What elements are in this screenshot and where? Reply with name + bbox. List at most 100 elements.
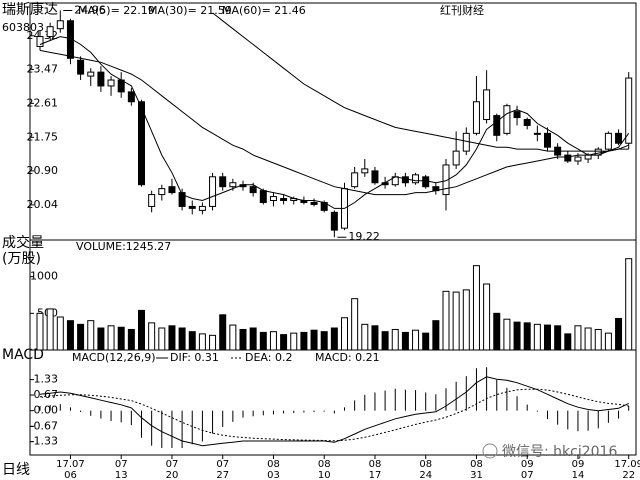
volume-bar: [188, 331, 196, 351]
volume-bar: [36, 312, 44, 351]
volume-unit: (万股): [2, 251, 41, 267]
candle-body: [280, 198, 288, 201]
x-tick-label: 08: [369, 459, 382, 470]
x-tick-label: 07: [521, 470, 534, 480]
x-tick-label: 07: [115, 459, 128, 470]
x-tick-label: 10: [318, 470, 331, 480]
x-tick-label: 07: [216, 459, 229, 470]
volume-bar: [209, 334, 217, 351]
y-tick-label: 0.67: [34, 388, 59, 401]
candle-body: [77, 59, 85, 75]
volume-bar: [422, 332, 430, 351]
candle-body: [625, 77, 633, 144]
candle-body: [330, 211, 338, 231]
candle-body: [127, 91, 135, 103]
volume-title: 成交量: [2, 234, 44, 251]
candle-body: [412, 174, 420, 184]
volume-bar: [239, 328, 247, 351]
x-tick-label: 20: [166, 470, 179, 480]
candle-body: [533, 132, 541, 135]
candle-body: [493, 115, 501, 136]
x-tick-label: 17.09: [614, 459, 640, 470]
candle-body: [615, 132, 623, 144]
candle-body: [503, 105, 511, 134]
ma-line: [39, 49, 629, 196]
ma-line: [212, 12, 629, 152]
volume-bar: [229, 324, 237, 351]
legend-entry: MACD: 0.21: [315, 351, 380, 364]
volume-bar: [544, 324, 551, 351]
volume-bar: [310, 329, 318, 351]
y-tick-label: 22.61: [27, 96, 59, 109]
candle-body: [188, 205, 196, 209]
x-tick-label: 31: [470, 470, 483, 480]
x-tick-label: 24: [419, 470, 432, 480]
candle-body: [564, 154, 572, 162]
stock-code: 603803: [2, 21, 44, 34]
volume-bar: [361, 323, 369, 351]
y-tick-label: 20.90: [27, 164, 59, 177]
volume-bar: [574, 325, 582, 351]
candle-body: [178, 192, 186, 207]
source: 红刊财经: [440, 3, 484, 17]
dif-line: [39, 376, 629, 447]
volume-bar: [351, 298, 359, 351]
x-tick-label: 17.07: [56, 459, 85, 470]
candle-body: [544, 132, 551, 148]
volume-bar: [280, 334, 288, 351]
volume-bar: [533, 323, 541, 351]
volume-bar: [401, 331, 409, 351]
volume-bar: [381, 331, 389, 351]
candle-body: [422, 176, 430, 188]
volume-bar: [584, 327, 592, 351]
x-tick-label: 08: [318, 459, 331, 470]
x-tick-label: 22: [622, 470, 635, 480]
volume-bar: [472, 265, 480, 351]
candle-body: [401, 176, 409, 184]
y-tick-label: 1.33: [34, 373, 59, 386]
candle-body: [198, 205, 206, 211]
candle-body: [97, 71, 105, 87]
x-tick-label: 03: [267, 470, 280, 480]
annotation-label: 19.22: [348, 230, 380, 243]
candle-body: [56, 20, 64, 30]
y-tick-label: 20.04: [27, 198, 59, 211]
volume-bar: [594, 328, 602, 351]
volume-bar: [523, 322, 531, 351]
candle-body: [259, 190, 267, 203]
volume-bar: [107, 325, 115, 351]
annotation-label: 24.96: [74, 4, 106, 17]
legend-entry: MA(60)= 21.46: [222, 4, 306, 17]
y-tick-label: 1000: [30, 270, 58, 283]
volume-bar: [452, 291, 460, 351]
volume-bar: [290, 332, 298, 351]
x-tick-label: 08: [470, 459, 483, 470]
legend-entry: DIF: 0.31: [170, 351, 219, 364]
volume-bar: [442, 290, 450, 351]
volume-bar: [97, 327, 105, 351]
y-tick-label: 23.47: [27, 62, 59, 75]
candle-body: [107, 79, 115, 87]
volume-bar: [300, 331, 308, 351]
x-tick-label: 08: [419, 459, 432, 470]
candle-body: [269, 196, 277, 202]
volume-bar: [412, 329, 420, 351]
y-tick-label: -1.33: [30, 435, 58, 448]
volume-bar: [168, 325, 176, 351]
candle-body: [249, 186, 257, 194]
candle-body: [36, 36, 44, 47]
legend-entry: MA(30)= 21.59: [148, 4, 232, 17]
candle-body: [138, 101, 145, 186]
volume-bar: [604, 332, 612, 351]
x-tick-label: 27: [216, 470, 229, 480]
candle-body: [442, 164, 450, 196]
x-tick-label: 09: [521, 459, 534, 470]
volume-bar: [66, 320, 74, 351]
candle-body: [513, 111, 521, 119]
volume-bar: [46, 308, 54, 351]
volume-bar: [371, 325, 379, 351]
volume-bar: [178, 327, 186, 351]
stock-name: 瑞斯康达: [2, 1, 58, 18]
macd-params: MACD(12,26,9): [72, 351, 156, 364]
volume-bar: [158, 327, 166, 351]
